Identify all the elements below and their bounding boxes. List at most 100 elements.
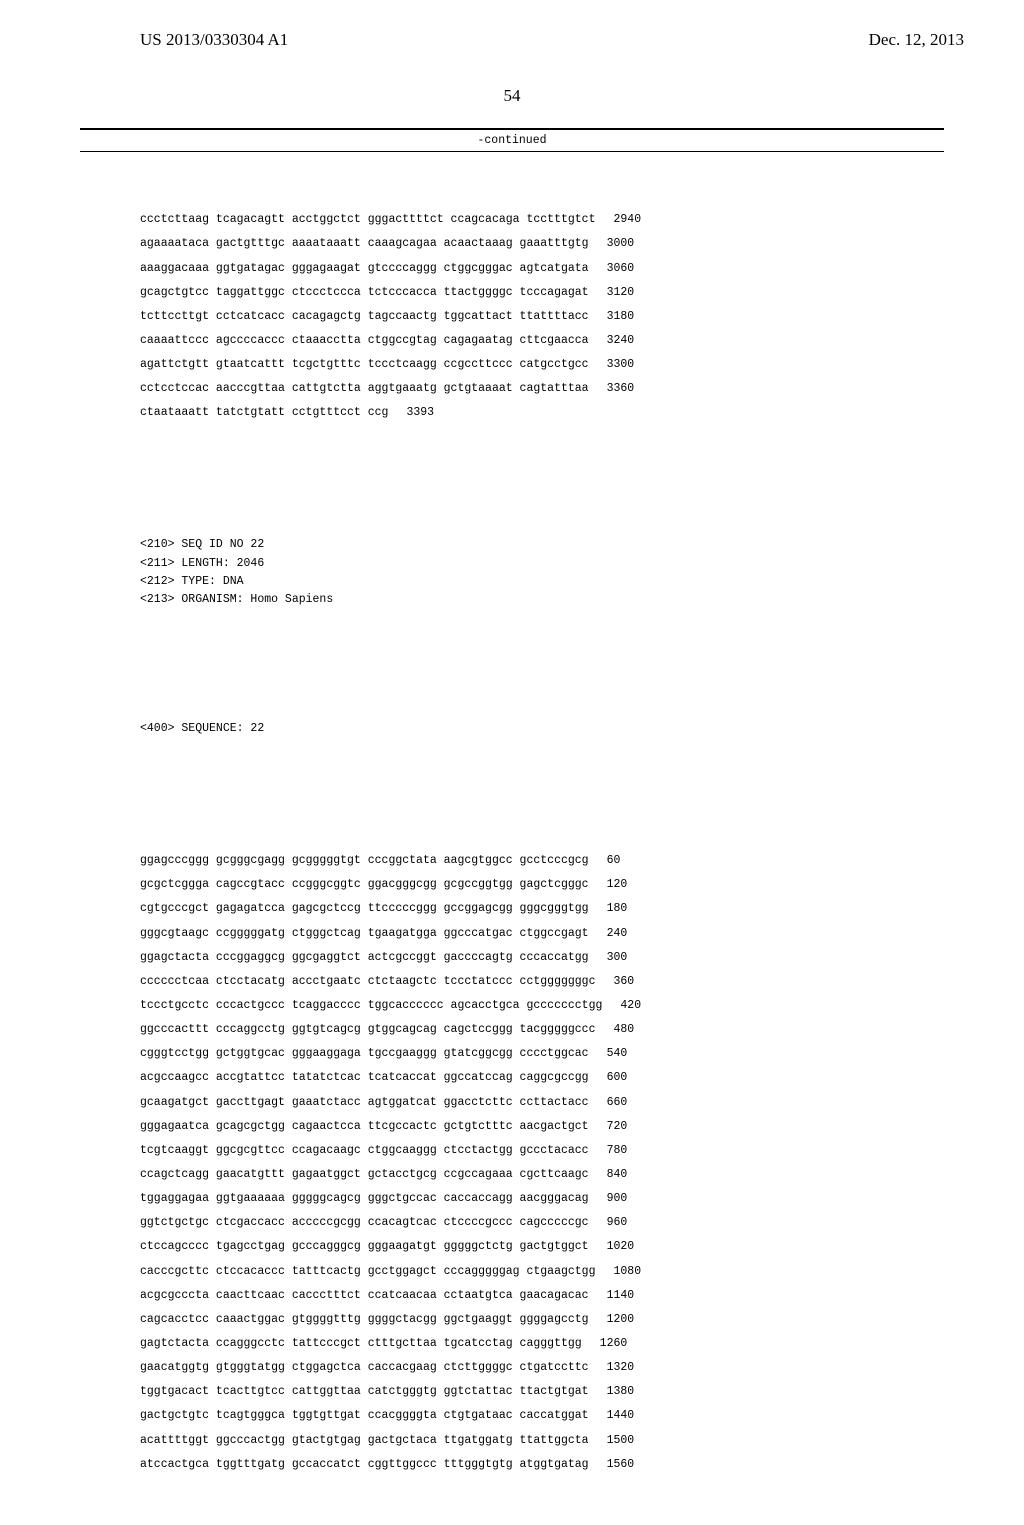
sequence-data: caaaattccc agccccaccc ctaaacctta ctggccg… <box>140 329 589 353</box>
sequence-position: 720 <box>589 1115 643 1139</box>
sequence-data: aaaggacaaa ggtgatagac gggagaagat gtcccca… <box>140 257 589 281</box>
sequence-row: aaaggacaaa ggtgatagac gggagaagat gtcccca… <box>140 257 1024 281</box>
page-number: 54 <box>0 86 1024 106</box>
sequence-position: 1320 <box>589 1356 643 1380</box>
sequence-row: ggagctacta cccggaggcg ggcgaggtct actcgcc… <box>140 946 1024 970</box>
sequence-row: ctaataaatt tatctgtatt cctgtttcct ccg3393 <box>140 401 1024 425</box>
sequence-data: gcgctcggga cagccgtacc ccgggcggtc ggacggg… <box>140 873 589 897</box>
sequence-data: gcagctgtcc taggattggc ctccctccca tctccca… <box>140 281 589 305</box>
sequence-row: cgggtcctgg gctggtgcac gggaaggaga tgccgaa… <box>140 1042 1024 1066</box>
sequence-row: tcgtcaaggt ggcgcgttcc ccagacaagc ctggcaa… <box>140 1139 1024 1163</box>
sequence-data: acattttggt ggcccactgg gtactgtgag gactgct… <box>140 1429 589 1453</box>
sequence-row: atccactgca tggtttgatg gccaccatct cggttgg… <box>140 1453 1024 1477</box>
publication-number: US 2013/0330304 A1 <box>140 30 288 50</box>
sequence-data: agattctgtt gtaatcattt tcgctgtttc tccctca… <box>140 353 589 377</box>
sequence-data: ctaataaatt tatctgtatt cctgtttcct ccg <box>140 401 388 425</box>
sequence-position: 960 <box>589 1211 643 1235</box>
sequence-data: tcgtcaaggt ggcgcgttcc ccagacaagc ctggcaa… <box>140 1139 589 1163</box>
sequence-data: gggagaatca gcagcgctgg cagaactcca ttcgcca… <box>140 1115 589 1139</box>
sequence-position: 1080 <box>595 1260 649 1284</box>
sequence-data: gcaagatgct gaccttgagt gaaatctacc agtggat… <box>140 1091 589 1115</box>
sequence-data: tggtgacact tcacttgtcc cattggttaa catctgg… <box>140 1380 589 1404</box>
sequence-position: 60 <box>589 849 643 873</box>
sequence-row: tggaggagaa ggtgaaaaaa gggggcagcg gggctgc… <box>140 1187 1024 1211</box>
sequence-data: tggaggagaa ggtgaaaaaa gggggcagcg gggctgc… <box>140 1187 589 1211</box>
continued-label: -continued <box>0 134 1024 147</box>
sequence-data: gactgctgtc tcagtgggca tggtgttgat ccacggg… <box>140 1404 589 1428</box>
sequence-data: ggagctacta cccggaggcg ggcgaggtct actcgcc… <box>140 946 589 970</box>
inner-rule <box>80 151 944 152</box>
sequence-data: cctcctccac aacccgttaa cattgtctta aggtgaa… <box>140 377 589 401</box>
sequence-row: cacccgcttc ctccacaccc tatttcactg gcctgga… <box>140 1260 1024 1284</box>
sequence-position: 1560 <box>589 1453 643 1477</box>
sequence-row: agattctgtt gtaatcattt tcgctgtttc tccctca… <box>140 353 1024 377</box>
sequence-data: ccagctcagg gaacatgttt gagaatggct gctacct… <box>140 1163 589 1187</box>
sequence-data: acgccaagcc accgtattcc tatatctcac tcatcac… <box>140 1066 589 1090</box>
sequence-row: gggagaatca gcagcgctgg cagaactcca ttcgcca… <box>140 1115 1024 1139</box>
sequence-position: 3120 <box>589 281 643 305</box>
sequence-position: 3240 <box>589 329 643 353</box>
sequence-position: 360 <box>595 970 649 994</box>
sequence-row: gcgctcggga cagccgtacc ccgggcggtc ggacggg… <box>140 873 1024 897</box>
sequence-data: cccccctcaa ctcctacatg accctgaatc ctctaag… <box>140 970 595 994</box>
sequence-position: 3060 <box>589 257 643 281</box>
sequence-position: 3000 <box>589 232 643 256</box>
sequence-position: 1140 <box>589 1284 643 1308</box>
sequence-label: <400> SEQUENCE: 22 <box>140 720 1024 738</box>
sequence-data: tccctgcctc cccactgccc tcaggacccc tggcacc… <box>140 994 602 1018</box>
sequence-position: 1500 <box>589 1429 643 1453</box>
sequence-position: 3360 <box>589 377 643 401</box>
sequence-data: ccctcttaag tcagacagtt acctggctct gggactt… <box>140 208 595 232</box>
sequence-data: acgcgcccta caacttcaac caccctttct ccatcaa… <box>140 1284 589 1308</box>
sequence-header-line: <213> ORGANISM: Homo Sapiens <box>140 591 1024 609</box>
sequence-row: cctcctccac aacccgttaa cattgtctta aggtgaa… <box>140 377 1024 401</box>
sequence-position: 840 <box>589 1163 643 1187</box>
sequence-data: gggcgtaagc ccgggggatg ctgggctcag tgaagat… <box>140 922 589 946</box>
sequence-position: 3300 <box>589 353 643 377</box>
sequence-data: cgggtcctgg gctggtgcac gggaaggaga tgccgaa… <box>140 1042 589 1066</box>
sequence-position: 540 <box>589 1042 643 1066</box>
sequence-row: ggagcccggg gcgggcgagg gcgggggtgt cccggct… <box>140 849 1024 873</box>
sequence-row: caaaattccc agccccaccc ctaaacctta ctggccg… <box>140 329 1024 353</box>
sequence-position: 1440 <box>589 1404 643 1428</box>
sequence-position: 420 <box>602 994 656 1018</box>
top-rule <box>80 128 944 130</box>
sequence-row: agaaaataca gactgtttgc aaaataaatt caaagca… <box>140 232 1024 256</box>
sequence-row: gggcgtaagc ccgggggatg ctgggctcag tgaagat… <box>140 922 1024 946</box>
sequence-data: agaaaataca gactgtttgc aaaataaatt caaagca… <box>140 232 589 256</box>
sequence-position: 300 <box>589 946 643 970</box>
sequence-row: acattttggt ggcccactgg gtactgtgag gactgct… <box>140 1429 1024 1453</box>
sequence-row: ccctcttaag tcagacagtt acctggctct gggactt… <box>140 208 1024 232</box>
sequence-row: cgtgcccgct gagagatcca gagcgctccg ttccccc… <box>140 897 1024 921</box>
sequence-data: ggcccacttt cccaggcctg ggtgtcagcg gtggcag… <box>140 1018 595 1042</box>
sequence-position: 1020 <box>589 1235 643 1259</box>
sequence-header-line: <211> LENGTH: 2046 <box>140 555 1024 573</box>
sequence-data: tcttccttgt cctcatcacc cacagagctg tagccaa… <box>140 305 589 329</box>
sequence-row: ctccagcccc tgagcctgag gcccagggcg gggaaga… <box>140 1235 1024 1259</box>
sequence-row: gaacatggtg gtgggtatgg ctggagctca caccacg… <box>140 1356 1024 1380</box>
sequence-position: 3393 <box>388 401 442 425</box>
sequence-position: 600 <box>589 1066 643 1090</box>
sequence-row: tggtgacact tcacttgtcc cattggttaa catctgg… <box>140 1380 1024 1404</box>
sequence-row: ccagctcagg gaacatgttt gagaatggct gctacct… <box>140 1163 1024 1187</box>
sequence-data: ggagcccggg gcgggcgagg gcgggggtgt cccggct… <box>140 849 589 873</box>
sequence-row: cccccctcaa ctcctacatg accctgaatc ctctaag… <box>140 970 1024 994</box>
sequence-data: ggtctgctgc ctcgaccacc acccccgcgg ccacagt… <box>140 1211 589 1235</box>
sequence-data: cacccgcttc ctccacaccc tatttcactg gcctgga… <box>140 1260 595 1284</box>
sequence-row: ggtctgctgc ctcgaccacc acccccgcgg ccacagt… <box>140 1211 1024 1235</box>
sequence-position: 660 <box>589 1091 643 1115</box>
sequence-header-line: <212> TYPE: DNA <box>140 573 1024 591</box>
sequence-row: gactgctgtc tcagtgggca tggtgttgat ccacggg… <box>140 1404 1024 1428</box>
sequence-position: 900 <box>589 1187 643 1211</box>
sequence-position: 1380 <box>589 1380 643 1404</box>
publication-date: Dec. 12, 2013 <box>869 30 964 50</box>
sequence-position: 2940 <box>595 208 649 232</box>
sequence-data: atccactgca tggtttgatg gccaccatct cggttgg… <box>140 1453 589 1477</box>
sequence-position: 3180 <box>589 305 643 329</box>
sequence-listing: ccctcttaag tcagacagtt acctggctct gggactt… <box>0 160 1024 1525</box>
sequence-row: ggcccacttt cccaggcctg ggtgtcagcg gtggcag… <box>140 1018 1024 1042</box>
sequence-position: 1260 <box>582 1332 636 1356</box>
sequence-row: acgccaagcc accgtattcc tatatctcac tcatcac… <box>140 1066 1024 1090</box>
sequence-header-line: <210> SEQ ID NO 22 <box>140 536 1024 554</box>
sequence-row: gcagctgtcc taggattggc ctccctccca tctccca… <box>140 281 1024 305</box>
